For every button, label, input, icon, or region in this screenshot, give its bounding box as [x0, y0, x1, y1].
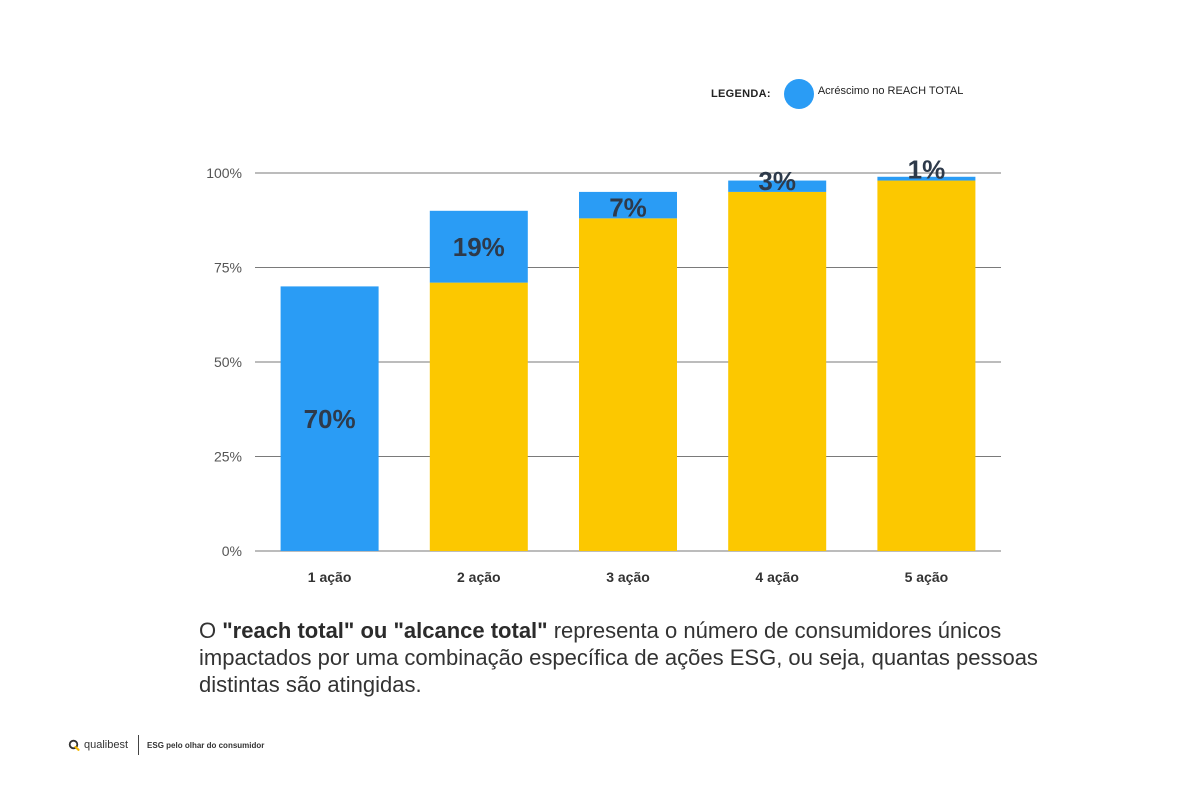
bar-data-label: 19% [453, 232, 505, 262]
x-category-label: 4 ação [755, 569, 799, 585]
caption: O "reach total" ou "alcance total" repre… [199, 617, 1059, 698]
bar-increment [280, 286, 379, 551]
x-category-label: 1 ação [308, 569, 352, 585]
legend-label: Acréscimo no REACH TOTAL [817, 85, 964, 97]
bar-data-label: 3% [758, 166, 796, 196]
qualibest-logo-icon [68, 739, 80, 751]
footer-tagline: ESG pelo olhar do consumidor [147, 740, 265, 750]
caption-pre: O [199, 618, 223, 643]
legend-title: LEGENDA: [711, 88, 771, 100]
bar-base [429, 282, 528, 551]
bar-increment [429, 210, 528, 283]
y-tick-label: 50% [214, 354, 242, 370]
bar-increment [728, 180, 827, 192]
bar-base [728, 191, 827, 551]
bar-data-label: 70% [304, 404, 356, 434]
bar-data-label: 1% [908, 155, 946, 185]
x-category-label: 3 ação [606, 569, 650, 585]
caption-post: representa o número de consumidores únic… [199, 618, 1038, 697]
x-category-label: 5 ação [905, 569, 949, 585]
footer: qualibest ESG pelo olhar do consumidor [68, 734, 264, 756]
bar-base [877, 180, 976, 551]
y-tick-label: 100% [206, 165, 242, 181]
legend: LEGENDA: Acréscimo no REACH TOTAL [711, 78, 963, 110]
x-category-label: 2 ação [457, 569, 501, 585]
footer-divider [138, 735, 140, 755]
y-tick-label: 75% [214, 260, 242, 276]
caption-bold: "reach total" ou "alcance total" [222, 618, 548, 643]
bar-chart: 0% 25% 50% 75% 100% 70% 1 ação 19% 2 ação 7% 3 açã… [206, 155, 1001, 585]
bar-data-label: 7% [609, 192, 647, 222]
y-tick-label: 0% [222, 543, 242, 559]
bar-increment [877, 176, 976, 181]
brand-name: qualibest [84, 739, 129, 751]
y-tick-label: 25% [214, 449, 242, 465]
bar-increment [579, 191, 677, 219]
bar-base [579, 218, 677, 552]
legend-swatch-icon [783, 79, 814, 109]
